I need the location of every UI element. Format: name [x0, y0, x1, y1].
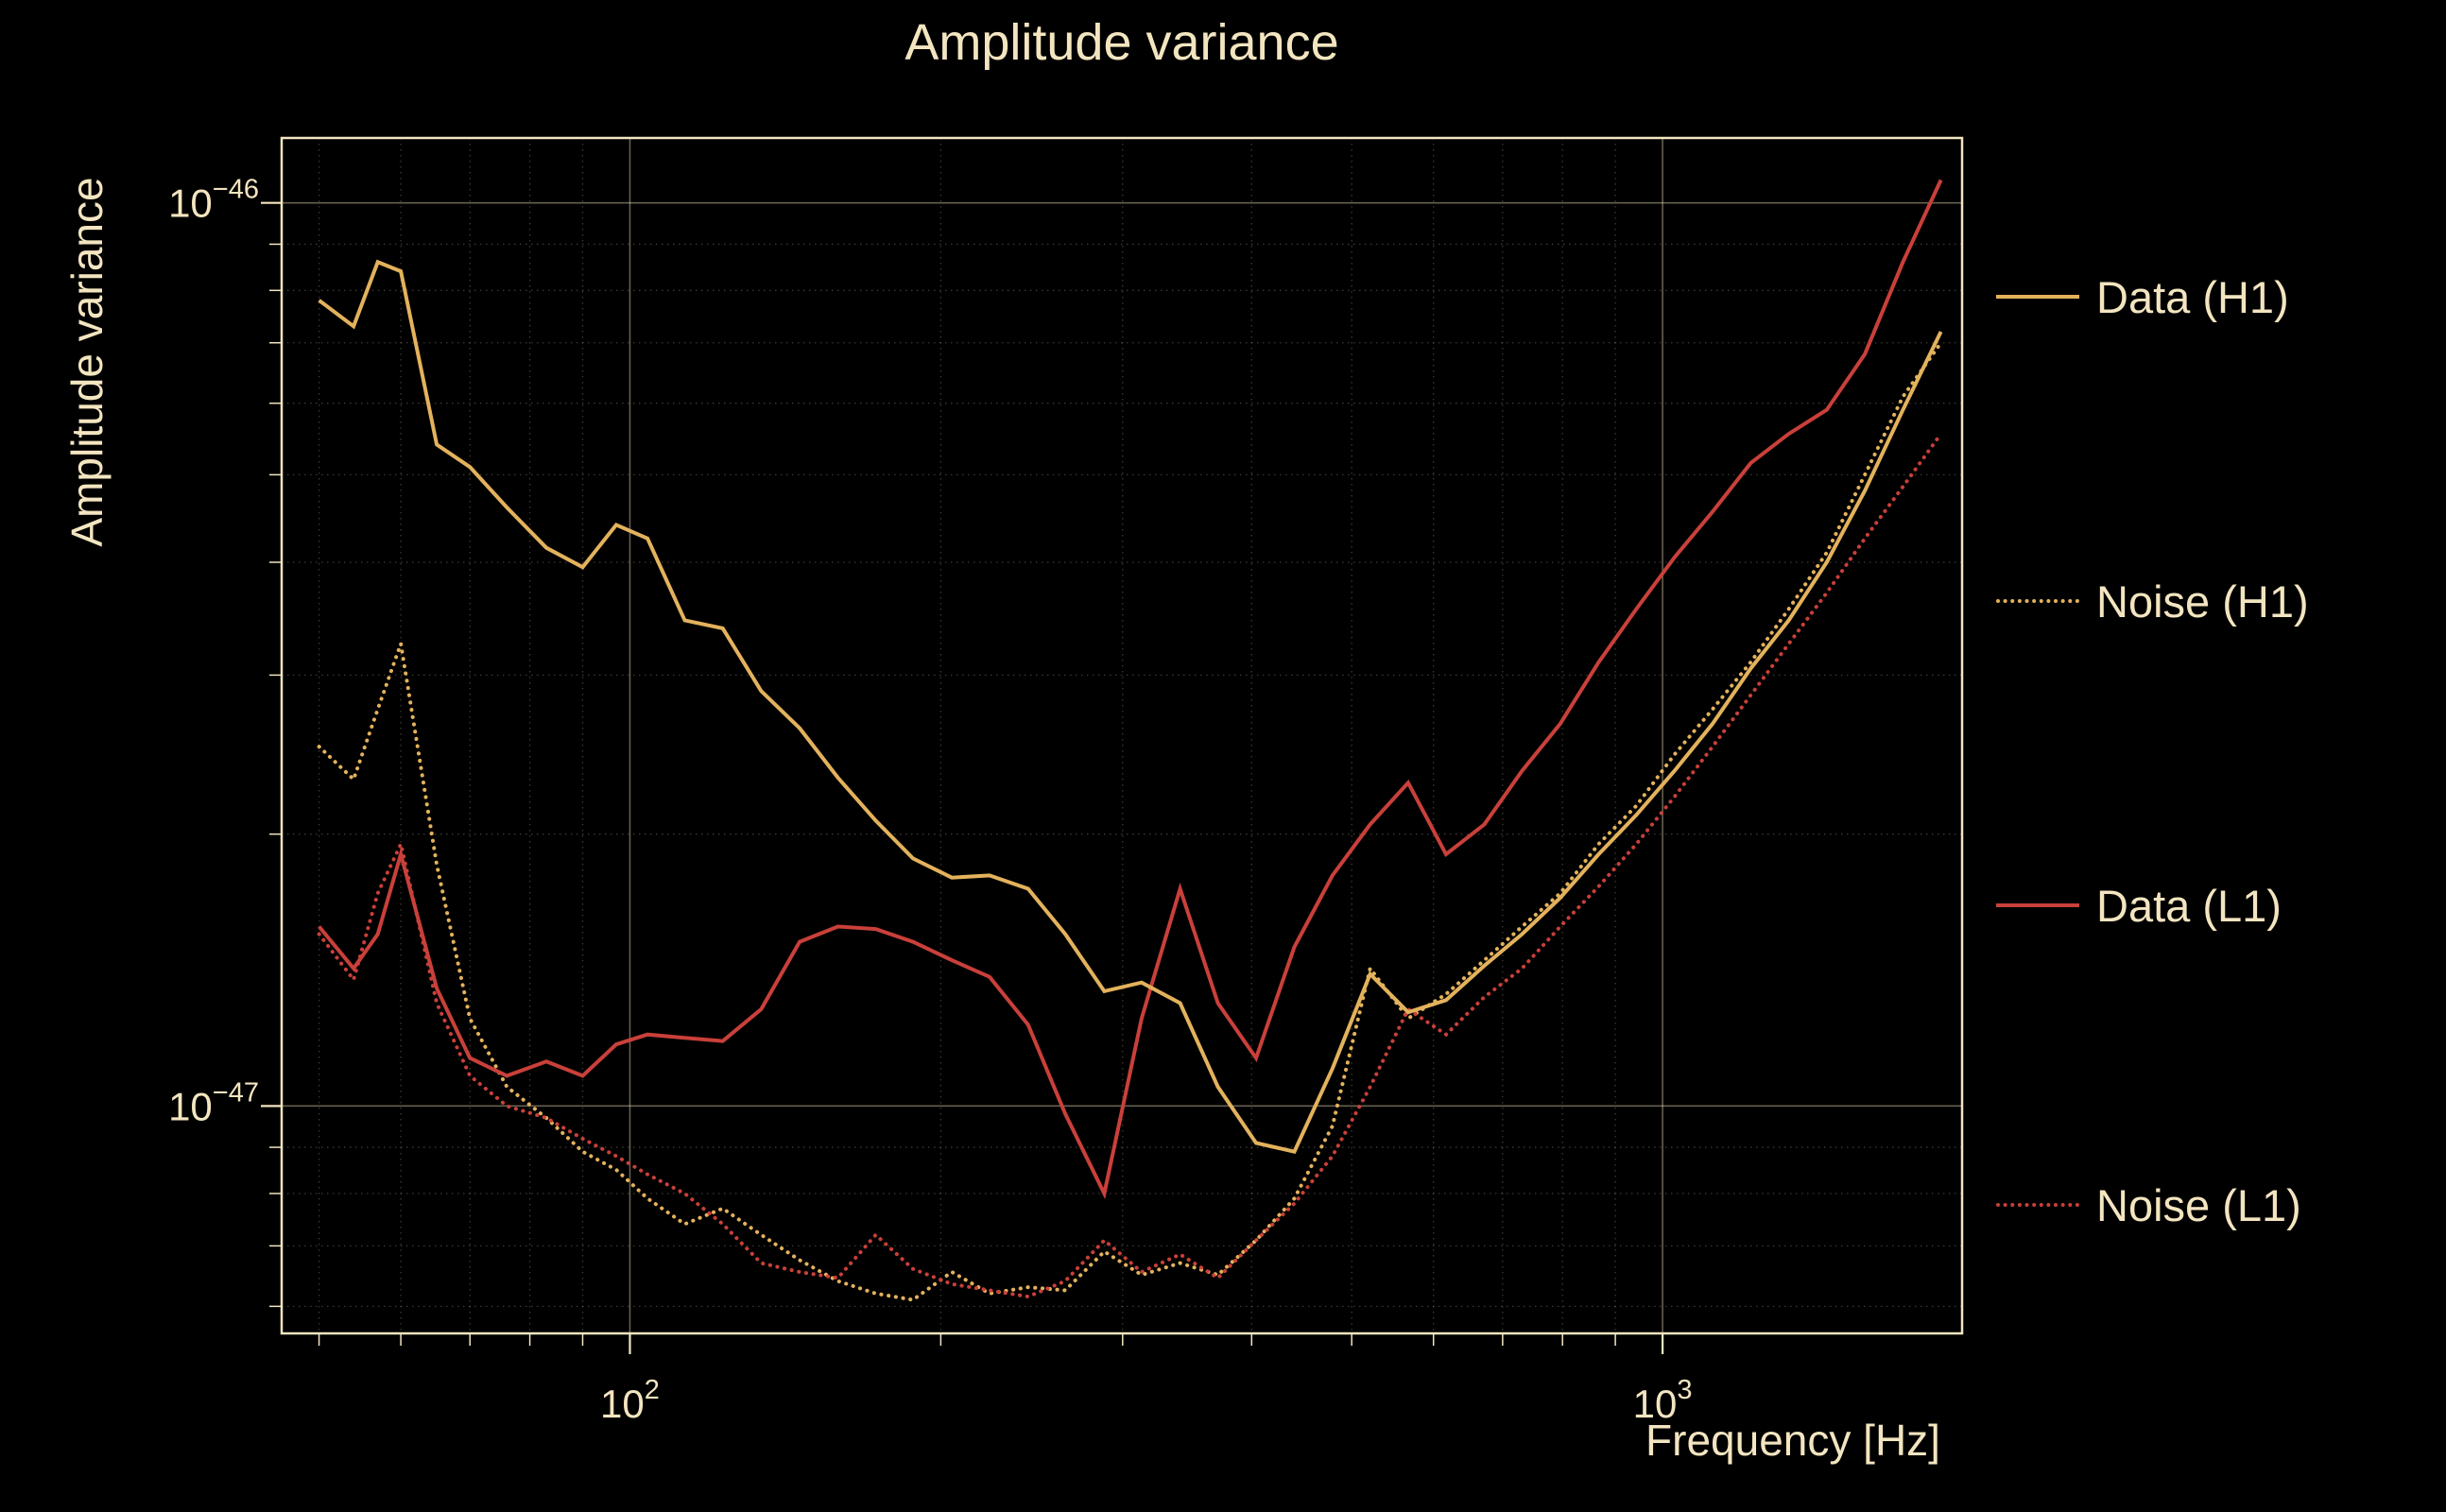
x-tick-label: 102: [600, 1375, 660, 1426]
curve-noise-h1-: [317, 340, 1943, 1302]
y-axis-label: Amplitude variance: [62, 177, 112, 547]
chart-title: Amplitude variance: [904, 14, 1339, 71]
x-tick-label: 103: [1633, 1375, 1693, 1426]
y-tick-label: 10−46: [168, 175, 259, 226]
y-tick-label: 10−47: [168, 1077, 259, 1128]
curve-noise-l1-: [317, 432, 1943, 1299]
curve-data-h1-: [318, 259, 1943, 1155]
x-axis-label: Frequency [Hz]: [1645, 1416, 1940, 1465]
curve-data-l1-: [318, 179, 1943, 1200]
plot-frame: [280, 136, 1964, 1335]
